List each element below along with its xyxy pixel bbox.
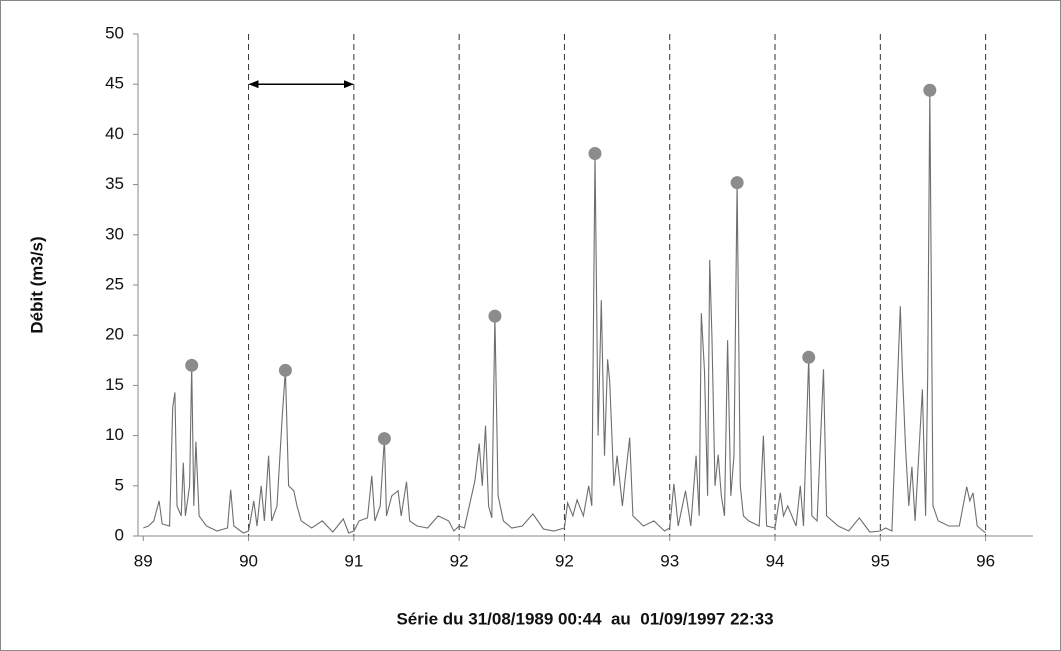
- y-tick-label: 30: [105, 224, 124, 243]
- annual-max-marker: [730, 176, 744, 190]
- x-axis-label: Série du 31/08/1989 00:44 au 01/09/1997 …: [396, 609, 773, 628]
- annual-max-marker: [588, 146, 602, 160]
- y-tick-label: 40: [105, 124, 124, 143]
- y-axis-label: Débit (m3/s): [27, 236, 46, 333]
- x-tick-label: 90: [239, 551, 258, 570]
- y-tick-label: 50: [105, 23, 124, 42]
- y-tick-label: 35: [105, 174, 124, 193]
- x-tick-label: 92: [450, 551, 469, 570]
- x-tick-label: 95: [871, 551, 890, 570]
- x-tick-label: 91: [344, 551, 363, 570]
- y-tick-label: 10: [105, 425, 124, 444]
- annual-max-marker: [923, 83, 937, 97]
- discharge-line: [143, 90, 986, 534]
- x-tick-label: 96: [976, 551, 995, 570]
- annual-max-marker: [185, 358, 199, 372]
- y-tick-label: 5: [115, 475, 124, 494]
- x-tick-label: 89: [134, 551, 153, 570]
- y-tick-label: 20: [105, 325, 124, 344]
- x-tick-label: 93: [660, 551, 679, 570]
- annual-max-marker: [802, 350, 816, 364]
- x-tick-label: 94: [766, 551, 785, 570]
- y-tick-label: 0: [115, 525, 124, 544]
- y-tick-label: 15: [105, 375, 124, 394]
- annual-max-marker: [488, 309, 502, 323]
- x-tick-label: 92: [555, 551, 574, 570]
- annual-max-marker: [278, 363, 292, 377]
- y-tick-label: 25: [105, 274, 124, 293]
- annual-max-marker: [377, 432, 391, 446]
- y-tick-label: 45: [105, 74, 124, 93]
